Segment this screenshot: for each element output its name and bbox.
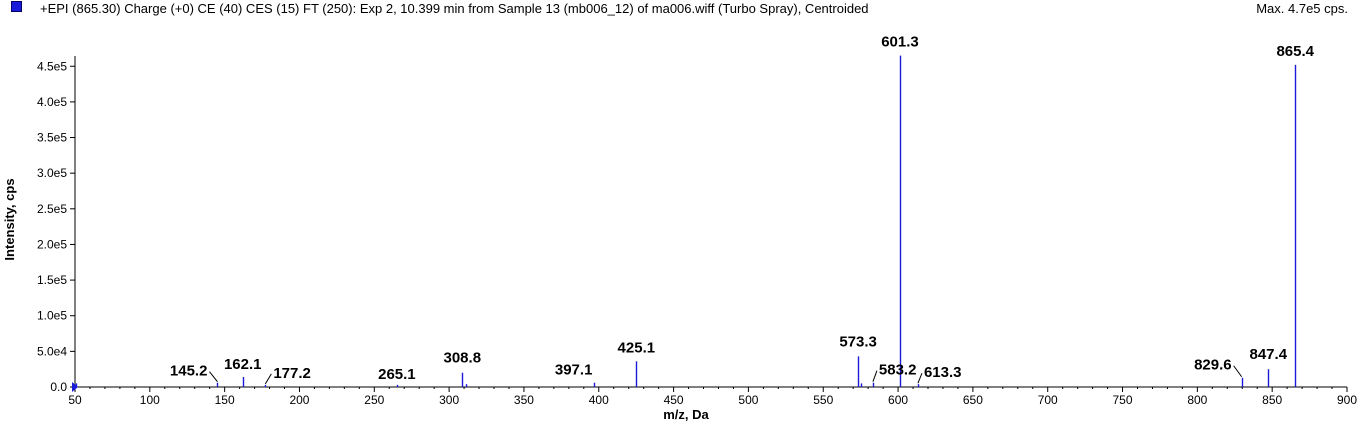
peak-label-leader — [872, 370, 878, 382]
x-tick-label: 350 — [514, 393, 534, 407]
y-tick-label: 3.5e5 — [37, 131, 67, 145]
x-tick-label: 500 — [738, 393, 758, 407]
x-tick-label: 100 — [140, 393, 160, 407]
x-tick-label: 450 — [664, 393, 684, 407]
peak-label: 601.3 — [881, 34, 919, 51]
x-axis-ticks: 50 100 150 200 250 300 350 400 450 500 550 600 650 70… — [68, 387, 1357, 407]
peak-label-leader — [209, 371, 218, 383]
x-tick-label: 600 — [888, 393, 908, 407]
x-tick-label: 200 — [289, 393, 309, 407]
peak-label: 397.1 — [555, 362, 593, 379]
spectrum-title: +EPI (865.30) Charge (+0) CE (40) CES (1… — [40, 1, 869, 16]
peak-label: 583.2 — [879, 362, 917, 379]
peak-label-leader — [264, 373, 272, 385]
x-tick-label: 150 — [215, 393, 235, 407]
x-tick-label: 550 — [813, 393, 833, 407]
peak-label-leader — [1233, 365, 1243, 378]
x-tick-label: 650 — [963, 393, 983, 407]
y-tick-label: 4.0e5 — [37, 95, 67, 109]
peak-label: 829.6 — [1194, 357, 1232, 374]
x-tick-label: 250 — [364, 393, 384, 407]
x-tick-label: 400 — [589, 393, 609, 407]
x-tick-label: 50 — [68, 393, 82, 407]
series-color-swatch — [11, 1, 22, 12]
peak-bars — [72, 55, 1297, 392]
peak-label: 573.3 — [839, 333, 877, 350]
max-intensity-label: Max. 4.7e5 cps. — [1256, 1, 1348, 16]
peak-label: 308.8 — [444, 350, 482, 367]
y-tick-label: 3.0e5 — [37, 166, 67, 180]
x-axis-title: m/z, Da — [663, 407, 709, 422]
x-tick-label: 800 — [1187, 393, 1207, 407]
x-tick-label: 700 — [1038, 393, 1058, 407]
peak-label: 145.2 — [170, 363, 208, 380]
y-tick-label: 2.0e5 — [37, 237, 67, 251]
peak-label: 613.3 — [924, 364, 962, 381]
peak-label: 425.1 — [618, 339, 656, 356]
chart-header: +EPI (865.30) Charge (+0) CE (40) CES (1… — [0, 0, 1360, 18]
x-tick-label: 750 — [1113, 393, 1133, 407]
y-tick-label: 5.0e4 — [37, 344, 67, 358]
y-tick-label: 2.5e5 — [37, 202, 67, 216]
y-tick-label: 0.0 — [50, 380, 67, 394]
y-tick-label: 4.5e5 — [37, 59, 67, 73]
chart-axes — [74, 56, 1347, 388]
origin-marker — [72, 382, 78, 392]
y-tick-label: 1.0e5 — [37, 309, 67, 323]
y-tick-label: 1.5e5 — [37, 273, 67, 287]
peak-label-leader — [917, 372, 923, 384]
y-axis-title: Intensity, cps — [2, 178, 17, 260]
peak-labels: 145.2 162.1 177.2 265.1 308.8 397.1 425.1 573.3… — [170, 34, 1315, 385]
peak-label: 265.1 — [378, 366, 416, 383]
x-tick-label: 850 — [1262, 393, 1282, 407]
peak-label: 177.2 — [273, 365, 311, 382]
peak-label: 847.4 — [1250, 346, 1288, 363]
peak-label: 865.4 — [1276, 43, 1314, 60]
x-tick-label: 300 — [439, 393, 459, 407]
x-tick-label: 900 — [1337, 393, 1357, 407]
y-axis-ticks: 0.0 5.0e4 1.0e5 1.5e5 2.0e5 2.5e5 3.0e5 3.5e5 4.… — [37, 59, 75, 394]
peak-label: 162.1 — [224, 356, 262, 373]
